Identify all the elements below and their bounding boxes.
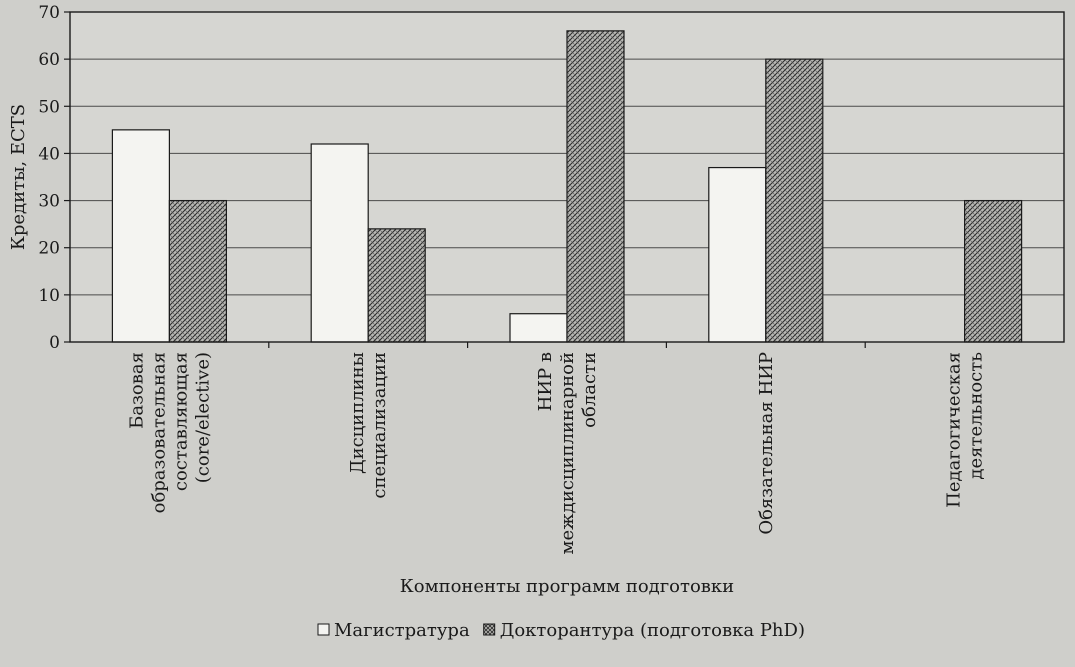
category-label-3: НИР в междисциплинарной области — [535, 352, 600, 554]
y-tick-label: 30 — [38, 192, 60, 212]
legend-label: Докторантура (подготовка PhD) — [500, 620, 805, 641]
bar-phd-5 — [963, 199, 1023, 343]
category-label-line: образовательная — [148, 352, 169, 513]
category-label-line: междисциплинарной — [557, 352, 578, 554]
bar-phd-3 — [566, 30, 625, 343]
category-label-4: Обязательная НИР — [756, 352, 777, 535]
y-axis-title: Кредиты, ECTS — [8, 104, 29, 250]
y-tick-label: 10 — [38, 286, 60, 306]
category-label-line: деятельность — [966, 352, 987, 480]
category-label-line: Базовая — [126, 352, 147, 429]
legend-item-masters: Магистратура — [317, 620, 470, 641]
category-label-line: Дисциплины — [347, 352, 368, 474]
y-tick-label: 0 — [49, 333, 60, 353]
bar-phd-2 — [367, 228, 426, 343]
bar-masters-4 — [708, 166, 767, 343]
y-tick-labels: 0 10 20 30 40 50 60 70 — [38, 3, 60, 353]
y-tick-label: 60 — [38, 50, 60, 70]
category-label-line: Педагогическая — [944, 352, 965, 508]
axes — [64, 11, 1065, 348]
category-label-line: специализации — [369, 352, 390, 499]
bar-masters-2 — [310, 143, 369, 343]
legend-swatch — [483, 623, 496, 636]
y-tick-label: 40 — [38, 144, 60, 164]
category-label-line: НИР в — [535, 352, 556, 411]
category-labels: Базовая образовательная составляющая (core/… — [126, 352, 986, 555]
legend-item-phd: Докторантура (подготовка PhD) — [483, 620, 805, 641]
x-axis-title: Компоненты программ подготовки — [400, 576, 734, 597]
plot-frame — [69, 11, 1065, 343]
bar-masters-1 — [111, 129, 171, 343]
bar-phd-4 — [765, 58, 824, 343]
y-tick-label: 70 — [38, 3, 60, 23]
bar-phd-1 — [168, 199, 227, 343]
category-label-5: Педагогическая деятельность — [944, 352, 987, 508]
category-label-line: области — [579, 352, 600, 428]
category-label-line: Обязательная НИР — [756, 352, 777, 535]
category-label-line: составляющая — [170, 352, 191, 491]
y-tick-label: 20 — [38, 239, 60, 259]
legend-label: Магистратура — [334, 620, 470, 641]
legend: Магистратура Докторантура (подготовка PhD… — [317, 620, 805, 641]
y-tick-label: 50 — [38, 97, 60, 117]
category-label-2: Дисциплины специализации — [347, 352, 390, 499]
legend-swatch — [317, 623, 330, 636]
bar-masters-3 — [509, 313, 568, 343]
category-label-1: Базовая образовательная составляющая (core/… — [126, 352, 213, 513]
category-label-line: (core/elective) — [192, 352, 213, 483]
